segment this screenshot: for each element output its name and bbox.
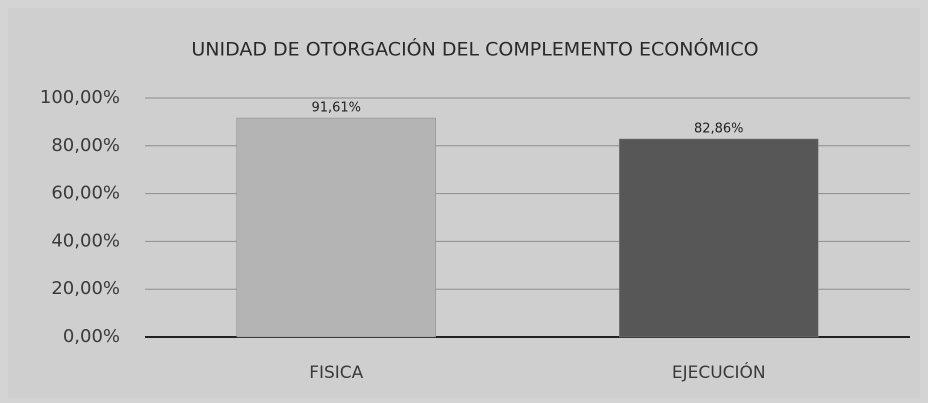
- x-tick-label: FISICA: [309, 363, 363, 383]
- x-tick-label: EJECUCIÓN: [672, 361, 766, 383]
- y-tick-label: 0,00%: [63, 326, 120, 347]
- y-tick-label: 100,00%: [40, 87, 120, 108]
- value-label: 91,61%: [311, 101, 361, 116]
- bar: [236, 117, 436, 338]
- bar: [619, 138, 819, 338]
- chart-title: UNIDAD DE OTORGACIÓN DEL COMPLEMENTO ECO…: [191, 37, 758, 61]
- y-tick-label: 80,00%: [51, 135, 120, 156]
- y-tick-label: 20,00%: [51, 278, 120, 299]
- y-tick-label: 60,00%: [51, 183, 120, 204]
- y-tick-label: 40,00%: [51, 230, 120, 251]
- value-label: 82,86%: [694, 121, 744, 136]
- plot: 0,00% 20,00% 40,00% 60,00% 80,00% 100,00% FISI…: [40, 87, 910, 383]
